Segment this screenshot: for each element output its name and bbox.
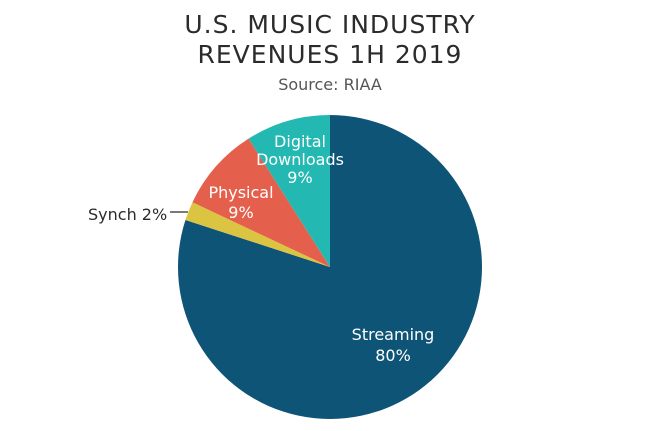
slice-label-digital-downloads: Digital Downloads 9%: [256, 132, 344, 187]
pie-slice-digital-downloads: [248, 115, 330, 267]
pie-slice-physical: [192, 138, 330, 267]
slice-label-streaming: Streaming 80%: [352, 325, 435, 365]
slice-label-physical: Physical 9%: [208, 183, 273, 222]
slice-label-synch: Synch 2%: [88, 205, 167, 224]
chart-source: Source: RIAA: [278, 75, 382, 94]
chart-title-line-2: REVENUES 1H 2019: [197, 40, 463, 69]
pie-slice-synch: [185, 202, 330, 267]
chart-title-line-1: U.S. MUSIC INDUSTRY: [184, 10, 476, 39]
